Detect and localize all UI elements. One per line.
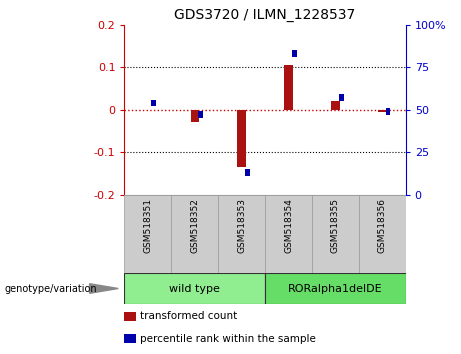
- Polygon shape: [89, 284, 118, 293]
- Bar: [265, 273, 406, 304]
- Bar: [152, 99, 156, 106]
- Text: GSM518354: GSM518354: [284, 198, 293, 253]
- Text: transformed count: transformed count: [140, 311, 237, 321]
- Bar: [190, 110, 199, 122]
- Bar: [124, 195, 171, 273]
- Text: wild type: wild type: [169, 284, 220, 293]
- Bar: [171, 195, 218, 273]
- Bar: [124, 334, 136, 343]
- Text: RORalpha1delDE: RORalpha1delDE: [288, 284, 383, 293]
- Text: GSM518352: GSM518352: [190, 198, 199, 253]
- Bar: [124, 273, 265, 304]
- Bar: [198, 112, 203, 118]
- Bar: [284, 65, 293, 110]
- Bar: [386, 108, 390, 115]
- Bar: [312, 195, 359, 273]
- Bar: [359, 195, 406, 273]
- Title: GDS3720 / ILMN_1228537: GDS3720 / ILMN_1228537: [174, 8, 356, 22]
- Bar: [265, 195, 312, 273]
- Bar: [218, 195, 265, 273]
- Text: GSM518355: GSM518355: [331, 198, 340, 253]
- Bar: [237, 110, 246, 167]
- Bar: [292, 50, 297, 57]
- Text: GSM518351: GSM518351: [143, 198, 153, 253]
- Bar: [331, 101, 340, 110]
- Text: GSM518353: GSM518353: [237, 198, 246, 253]
- Text: percentile rank within the sample: percentile rank within the sample: [140, 333, 316, 344]
- Bar: [378, 110, 386, 112]
- Text: genotype/variation: genotype/variation: [5, 284, 97, 293]
- Text: GSM518356: GSM518356: [378, 198, 387, 253]
- Bar: [124, 312, 136, 321]
- Bar: [245, 169, 250, 176]
- Bar: [339, 95, 343, 101]
